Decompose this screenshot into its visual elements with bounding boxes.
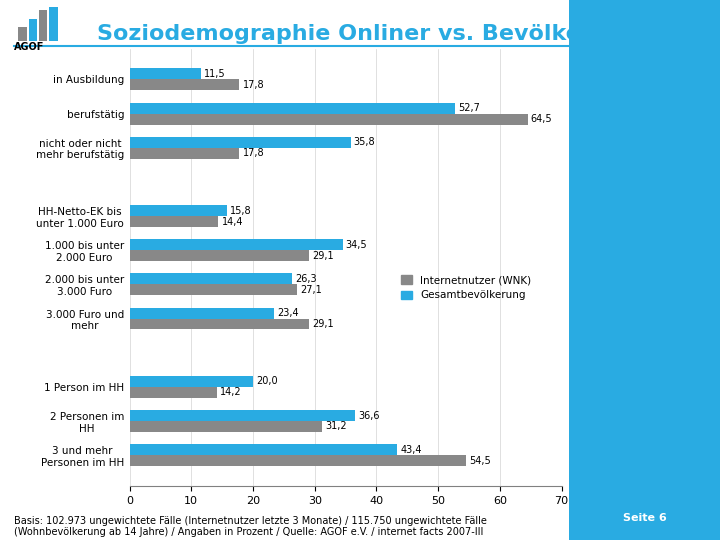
Bar — [130, 137, 351, 148]
Text: Seite 6: Seite 6 — [623, 514, 666, 523]
Bar — [130, 69, 201, 79]
Text: 14,4: 14,4 — [222, 217, 243, 226]
Bar — [29, 18, 37, 40]
Bar — [130, 410, 356, 421]
Text: 52,7: 52,7 — [458, 103, 480, 113]
Bar — [130, 387, 217, 398]
Bar — [130, 103, 455, 113]
Bar — [130, 308, 274, 319]
Text: 43,4: 43,4 — [400, 445, 422, 455]
Text: 15,8: 15,8 — [230, 206, 252, 215]
Bar — [130, 79, 240, 90]
Text: 29,1: 29,1 — [312, 251, 334, 261]
Text: Soziodemographie Onliner vs. Bevölkerung: Soziodemographie Onliner vs. Bevölkerung — [97, 24, 639, 44]
Text: 64,5: 64,5 — [531, 114, 552, 124]
Bar — [130, 216, 218, 227]
Bar — [18, 28, 27, 40]
Text: Basis: 102.973 ungewichtete Fälle (Internetnutzer letzte 3 Monate) / 115.750 ung: Basis: 102.973 ungewichtete Fälle (Inter… — [14, 516, 487, 537]
Bar — [130, 205, 227, 216]
Text: 54,5: 54,5 — [469, 456, 491, 465]
Text: 27,1: 27,1 — [300, 285, 322, 295]
Legend: Internetnutzer (WNK), Gesamtbevölkerung: Internetnutzer (WNK), Gesamtbevölkerung — [401, 275, 531, 300]
Text: 26,3: 26,3 — [295, 274, 317, 284]
Text: 34,5: 34,5 — [346, 240, 367, 250]
Text: 31,2: 31,2 — [325, 422, 347, 431]
Text: 14,2: 14,2 — [220, 387, 242, 397]
Text: 36,6: 36,6 — [359, 410, 380, 421]
Bar — [130, 250, 309, 261]
Bar — [130, 421, 322, 432]
Text: AGOF: AGOF — [14, 42, 45, 52]
Text: 17,8: 17,8 — [243, 80, 264, 90]
Bar — [130, 376, 253, 387]
Bar — [130, 455, 466, 466]
Bar — [39, 10, 48, 40]
Bar — [130, 148, 240, 159]
Text: 20,0: 20,0 — [256, 376, 278, 387]
Bar — [130, 444, 397, 455]
Bar — [130, 239, 343, 250]
Text: 23,4: 23,4 — [277, 308, 299, 318]
Bar — [130, 113, 528, 125]
Text: 35,8: 35,8 — [354, 137, 375, 147]
Bar — [130, 285, 297, 295]
Text: 17,8: 17,8 — [243, 148, 264, 158]
Text: 29,1: 29,1 — [312, 319, 334, 329]
Bar — [50, 7, 58, 40]
Bar — [130, 273, 292, 285]
Text: 11,5: 11,5 — [204, 69, 225, 79]
Bar — [130, 319, 309, 329]
